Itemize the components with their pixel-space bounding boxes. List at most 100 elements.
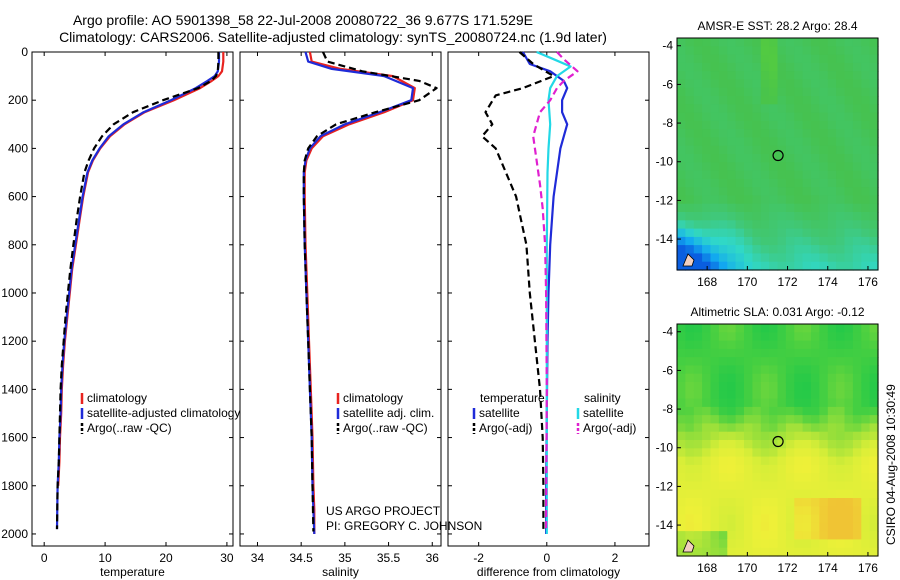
sst-map-cell: [727, 170, 737, 180]
sst-map-cell: [744, 261, 753, 271]
sst-map-cell: [760, 112, 770, 122]
sst-map-cell: [727, 236, 737, 246]
sla-map-cell: [769, 531, 779, 540]
sst-map-cell: [727, 212, 737, 221]
sst-map-cell: [819, 253, 829, 263]
sla-map-cell: [811, 340, 820, 350]
sla-map-cell: [710, 456, 720, 466]
sst-map-cell: [827, 79, 837, 89]
sla-map-cell: [811, 481, 820, 491]
sst-map-cell: [861, 253, 871, 263]
sst-map-cell: [827, 162, 837, 172]
sla-map-cell: [819, 440, 829, 449]
sst-map-cell: [677, 228, 686, 238]
sla-map-cell: [760, 539, 770, 549]
figure-title-line-1: Argo profile: AO 5901398_58 22-Jul-2008 …: [73, 12, 533, 28]
sst-map-cell: [794, 236, 804, 246]
sst-map-cell: [760, 261, 770, 271]
sst-map-cell: [811, 38, 820, 47]
sla-map-cell: [827, 489, 837, 499]
sla-map-cell: [827, 398, 837, 408]
sst-map-cell: [802, 104, 812, 114]
sla-map-cell: [844, 415, 854, 424]
sst-map-cell: [693, 96, 703, 105]
difference-legend-1-item-1-label: Argo(-adj): [583, 421, 636, 435]
sla-map-cell: [794, 522, 804, 532]
sst-map-cell: [861, 79, 871, 89]
sla-map-cell: [677, 398, 686, 408]
sst-map-cell: [752, 62, 762, 72]
sst-map-cell: [769, 129, 779, 138]
sla-map-cell: [752, 547, 762, 557]
sst-map-cell: [819, 71, 829, 80]
sla-map-cell: [836, 332, 846, 342]
sla-map-cell: [769, 514, 779, 524]
sst-map-cell: [677, 203, 686, 213]
sla-map-cell: [802, 514, 812, 524]
sst-map-cell: [685, 129, 695, 138]
sst-map-ytick-label: -10: [656, 155, 674, 169]
sst-map-cell: [869, 220, 879, 230]
sla-map-cell: [794, 473, 804, 482]
sst-map-cell: [727, 129, 737, 138]
sla-map-cell: [735, 382, 745, 391]
sla-map-cell: [811, 431, 820, 441]
sst-map-cell: [677, 253, 686, 263]
sst-map-cell: [844, 228, 854, 238]
sla-map-cell: [744, 431, 753, 441]
sst-map-cell: [752, 104, 762, 114]
sst-map-cell: [836, 245, 846, 254]
sla-map-cell: [727, 531, 737, 540]
sst-map-cell: [693, 220, 703, 230]
sst-map-cell: [718, 120, 728, 130]
sla-map-cell: [844, 531, 854, 540]
sst-map-cell: [785, 96, 795, 105]
sla-map-cell: [735, 514, 745, 524]
sst-map-cell: [735, 253, 745, 263]
sla-map-cell: [744, 390, 753, 400]
sla-map-cell: [760, 547, 770, 557]
sst-map-cell: [735, 137, 745, 147]
sla-map-cell: [702, 415, 712, 424]
sla-map-cell: [710, 481, 720, 491]
sst-map-cell: [836, 203, 846, 213]
sst-map-cell: [869, 245, 879, 254]
sst-map-cell: [836, 195, 846, 205]
sla-map-cell: [819, 489, 829, 499]
sla-map-cell: [827, 382, 837, 391]
sla-map-cell: [811, 415, 820, 424]
sst-map-cell: [827, 96, 837, 105]
sla-map-cell: [794, 431, 804, 441]
sla-map-cell: [844, 431, 854, 441]
sst-map-cell: [693, 187, 703, 196]
sla-map-cell: [718, 448, 728, 458]
sla-map-cell: [769, 398, 779, 408]
sst-map-cell: [794, 137, 804, 147]
sla-map-cell: [702, 390, 712, 400]
sla-map-cell: [811, 514, 820, 524]
sst-map-cell: [744, 253, 753, 263]
temperature-ytick-label: 0: [21, 45, 28, 59]
sst-map-cell: [710, 245, 720, 254]
sst-map-cell: [827, 261, 837, 271]
sla-map-cell: [752, 365, 762, 375]
sst-map-cell: [702, 79, 712, 89]
sst-map-cell: [777, 129, 787, 138]
sla-map-cell: [710, 464, 720, 474]
sla-map-cell: [752, 440, 762, 449]
sla-map-cell: [693, 489, 703, 499]
sla-map-cell: [744, 464, 753, 474]
sla-map-cell: [827, 406, 837, 416]
sla-map-cell: [727, 357, 737, 366]
sst-map-cell: [769, 46, 779, 56]
sla-map-cell: [718, 415, 728, 424]
sst-map-cell: [710, 187, 720, 196]
sla-map-cell: [744, 423, 753, 433]
sla-map-cell: [718, 423, 728, 433]
sla-map-cell: [869, 456, 879, 466]
sst-map-cell: [769, 71, 779, 80]
sla-map-cell: [819, 348, 829, 358]
sst-map-cell: [735, 145, 745, 155]
sla-map-cell: [769, 423, 779, 433]
sst-map-cell: [760, 162, 770, 172]
